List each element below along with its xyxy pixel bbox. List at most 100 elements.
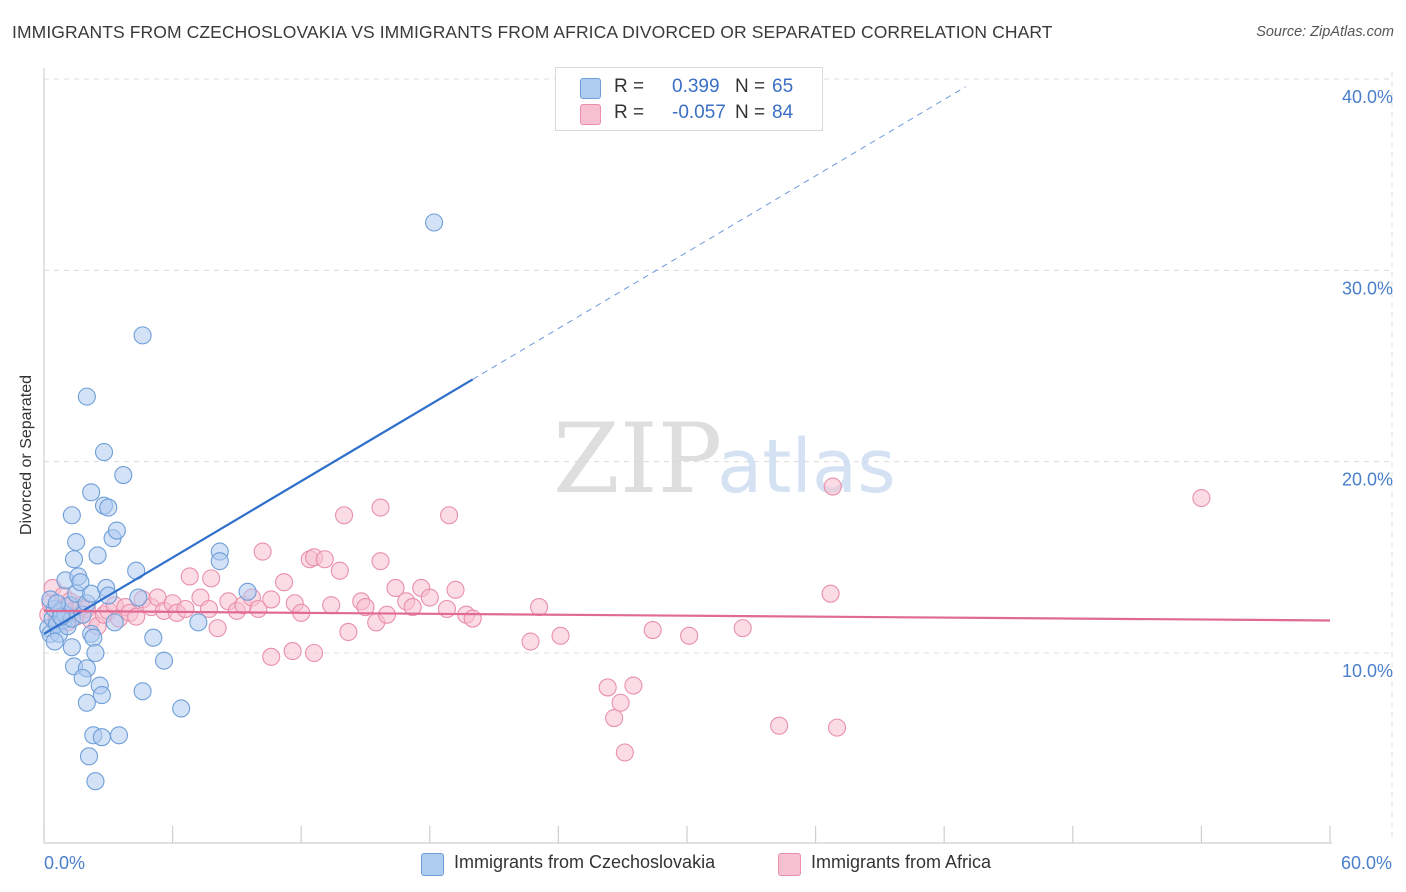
czechoslovakia-point — [82, 483, 101, 502]
africa-point — [253, 542, 272, 561]
czechoslovakia-point — [154, 651, 174, 670]
czechoslovakia-point — [133, 682, 152, 701]
legend-n-value: 65 — [772, 76, 794, 97]
czechoslovakia-point — [94, 443, 114, 462]
africa-points — [39, 477, 1211, 762]
czechoslovakia-point — [425, 213, 444, 232]
africa-point — [624, 676, 643, 695]
legend-swatch-blue — [580, 78, 601, 99]
watermark-atlas: atlas — [717, 424, 896, 510]
czechoslovakia-point — [62, 638, 81, 657]
africa-point — [823, 477, 842, 496]
africa-point — [176, 599, 195, 619]
africa-point — [827, 718, 847, 737]
africa-point — [180, 567, 199, 586]
africa-point — [377, 605, 396, 624]
czechoslovakia-point — [109, 726, 129, 745]
x-tick-label: 60.0% — [1341, 853, 1392, 873]
y-tick-label: 20.0% — [1342, 470, 1393, 490]
czechoslovakia-point — [86, 772, 105, 791]
africa-point — [605, 709, 624, 728]
legend-label-africa: Immigrants from Africa — [811, 852, 992, 872]
y-tick-label: 10.0% — [1342, 661, 1393, 681]
africa-point — [598, 678, 617, 697]
africa-point — [440, 506, 459, 525]
legend-r-value: -0.057 — [672, 102, 726, 123]
watermark-zip: ZIP — [553, 403, 722, 515]
watermark: ZIP atlas — [553, 403, 896, 515]
czechoslovakia-point — [77, 693, 96, 712]
africa-point — [275, 573, 294, 592]
africa-point — [283, 642, 302, 661]
czechoslovakia-point — [210, 552, 229, 571]
legend-swatch-blue — [421, 853, 444, 876]
legend-n-value: 84 — [772, 102, 794, 123]
africa-point — [403, 598, 422, 617]
chart-title: IMMIGRANTS FROM CZECHOSLOVAKIA VS IMMIGR… — [12, 22, 1053, 42]
czechoslovakia-point — [172, 699, 191, 718]
czechoslovakia-point — [73, 668, 92, 687]
czechoslovakia-point — [88, 546, 107, 565]
africa-point — [821, 584, 840, 603]
africa-point — [521, 632, 540, 651]
africa-point — [530, 598, 549, 617]
africa-point — [611, 693, 630, 712]
tick-labels: 10.0% 20.0% 30.0% 40.0% 0.0% 60.0% — [44, 87, 1393, 873]
series-legend: Immigrants from Czechoslovakia Immigrant… — [0, 851, 1406, 877]
czechoslovakia-point — [62, 506, 81, 525]
czechoslovakia-point — [114, 466, 133, 485]
africa-point — [680, 626, 699, 645]
czechoslovakia-point — [45, 632, 64, 651]
czechoslovakia-point — [67, 532, 86, 552]
legend-r-label: R = — [614, 102, 645, 123]
africa-point — [420, 588, 439, 607]
africa-point — [315, 550, 334, 569]
africa-point — [463, 609, 482, 628]
legend-swatch-pink — [580, 104, 601, 125]
legend-n-label: N = — [735, 102, 766, 123]
czechoslovakia-point — [92, 686, 111, 705]
africa-point — [322, 596, 341, 615]
czechoslovakia-point — [79, 747, 99, 766]
africa-point — [339, 622, 358, 642]
y-tick-label: 30.0% — [1342, 278, 1393, 298]
czechoslovakia-point — [133, 326, 152, 345]
czechoslovakia-point — [84, 628, 103, 647]
africa-point — [262, 647, 281, 666]
czechoslovakia-point — [144, 628, 163, 647]
africa-point — [371, 552, 390, 571]
czechoslovakia-point — [99, 498, 118, 517]
czechoslovakia-point — [105, 613, 124, 632]
africa-trendline — [43, 609, 1331, 622]
africa-point — [446, 580, 465, 599]
africa-point — [208, 619, 227, 638]
legend-label-czechoslovakia: Immigrants from Czechoslovakia — [454, 852, 716, 872]
africa-point — [770, 716, 789, 735]
africa-point — [371, 498, 390, 517]
africa-point — [733, 619, 752, 638]
africa-point — [202, 569, 221, 588]
x-tick-label: 0.0% — [44, 853, 85, 873]
legend-r-label: R = — [614, 76, 645, 97]
czechoslovakia-point — [189, 613, 208, 632]
czechoslovakia-trendline — [43, 378, 474, 635]
czechoslovakia-trendline-extension — [472, 86, 966, 380]
correlation-legend: R = 0.399 N = 65 R = -0.057 N = 84 — [555, 67, 823, 131]
czechoslovakia-point — [107, 521, 126, 540]
czechoslovakia-points — [39, 213, 444, 791]
czechoslovakia-point — [71, 573, 90, 592]
czechoslovakia-point — [82, 584, 101, 603]
source-credit: Source: ZipAtlas.com — [1256, 24, 1394, 40]
africa-point — [615, 743, 634, 762]
czechoslovakia-point — [129, 588, 148, 607]
africa-point — [335, 506, 354, 525]
legend-swatch-pink — [778, 853, 801, 876]
czechoslovakia-point — [64, 550, 84, 569]
czechoslovakia-point — [86, 643, 105, 663]
africa-point — [551, 626, 570, 645]
africa-point — [356, 598, 375, 617]
czechoslovakia-point — [47, 594, 66, 613]
czechoslovakia-point — [92, 728, 111, 747]
czechoslovakia-point — [238, 582, 257, 601]
